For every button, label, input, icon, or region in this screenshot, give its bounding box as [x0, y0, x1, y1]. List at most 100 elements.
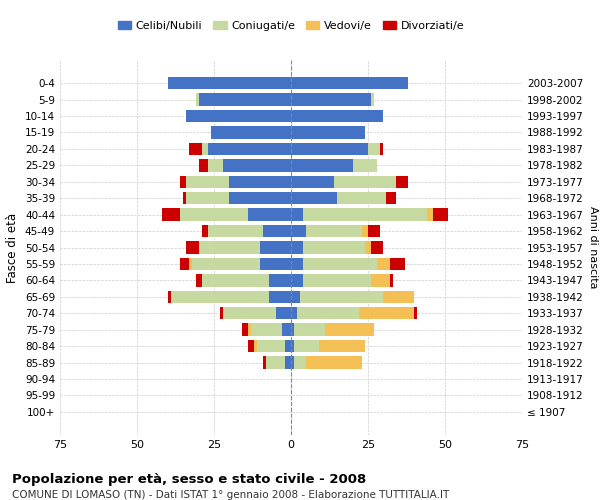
Bar [180, 208, 248, 221]
Bar [202, 274, 269, 286]
Bar [359, 307, 414, 320]
Bar [186, 176, 229, 188]
Bar [199, 242, 260, 254]
Bar [291, 307, 297, 320]
Bar [291, 126, 365, 138]
Bar [229, 192, 291, 204]
Bar [307, 225, 362, 237]
Bar [199, 94, 291, 106]
Bar [353, 159, 377, 172]
Bar [383, 290, 414, 303]
Bar [291, 159, 353, 172]
Bar [168, 290, 171, 303]
Bar [199, 159, 208, 172]
Bar [297, 307, 359, 320]
Bar [291, 208, 304, 221]
Bar [211, 126, 291, 138]
Bar [337, 192, 386, 204]
Bar [180, 258, 190, 270]
Bar [186, 242, 199, 254]
Bar [248, 324, 251, 336]
Bar [414, 307, 417, 320]
Bar [291, 258, 304, 270]
Bar [291, 77, 408, 90]
Bar [275, 307, 291, 320]
Bar [260, 258, 291, 270]
Bar [208, 143, 291, 155]
Bar [266, 356, 285, 368]
Bar [291, 290, 300, 303]
Bar [294, 340, 319, 352]
Bar [291, 110, 383, 122]
Bar [196, 94, 199, 106]
Y-axis label: Fasce di età: Fasce di età [7, 212, 19, 282]
Bar [427, 208, 433, 221]
Bar [334, 176, 396, 188]
Bar [433, 208, 448, 221]
Bar [242, 324, 248, 336]
Bar [291, 274, 304, 286]
Bar [325, 324, 374, 336]
Bar [248, 340, 254, 352]
Bar [190, 143, 202, 155]
Bar [304, 208, 427, 221]
Bar [269, 274, 291, 286]
Bar [291, 225, 307, 237]
Bar [377, 258, 389, 270]
Bar [319, 340, 365, 352]
Bar [186, 110, 291, 122]
Bar [202, 143, 208, 155]
Bar [291, 242, 304, 254]
Bar [202, 225, 208, 237]
Bar [208, 159, 223, 172]
Bar [285, 356, 291, 368]
Bar [180, 176, 186, 188]
Bar [386, 192, 396, 204]
Bar [254, 340, 257, 352]
Bar [168, 77, 291, 90]
Bar [294, 356, 307, 368]
Bar [186, 192, 229, 204]
Bar [307, 356, 362, 368]
Bar [196, 274, 202, 286]
Bar [294, 324, 325, 336]
Bar [389, 258, 405, 270]
Bar [291, 176, 334, 188]
Bar [291, 143, 368, 155]
Bar [389, 274, 392, 286]
Bar [368, 225, 380, 237]
Bar [171, 290, 269, 303]
Bar [285, 340, 291, 352]
Bar [257, 340, 285, 352]
Bar [304, 274, 371, 286]
Bar [362, 225, 368, 237]
Bar [371, 94, 374, 106]
Legend: Celibi/Nubili, Coniugati/e, Vedovi/e, Divorziati/e: Celibi/Nubili, Coniugati/e, Vedovi/e, Di… [113, 17, 469, 36]
Bar [304, 242, 365, 254]
Bar [380, 143, 383, 155]
Bar [229, 176, 291, 188]
Bar [371, 242, 383, 254]
Bar [371, 274, 389, 286]
Bar [291, 192, 337, 204]
Bar [263, 225, 291, 237]
Bar [248, 208, 291, 221]
Bar [304, 258, 377, 270]
Bar [193, 258, 260, 270]
Bar [291, 356, 294, 368]
Bar [282, 324, 291, 336]
Bar [223, 307, 275, 320]
Bar [251, 324, 282, 336]
Bar [183, 192, 186, 204]
Text: COMUNE DI LOMASO (TN) - Dati ISTAT 1° gennaio 2008 - Elaborazione TUTTITALIA.IT: COMUNE DI LOMASO (TN) - Dati ISTAT 1° ge… [12, 490, 449, 500]
Bar [220, 307, 223, 320]
Bar [269, 290, 291, 303]
Bar [190, 258, 193, 270]
Y-axis label: Anni di nascita: Anni di nascita [587, 206, 598, 289]
Bar [161, 208, 180, 221]
Bar [368, 143, 380, 155]
Bar [396, 176, 408, 188]
Bar [291, 94, 371, 106]
Bar [260, 242, 291, 254]
Bar [365, 242, 371, 254]
